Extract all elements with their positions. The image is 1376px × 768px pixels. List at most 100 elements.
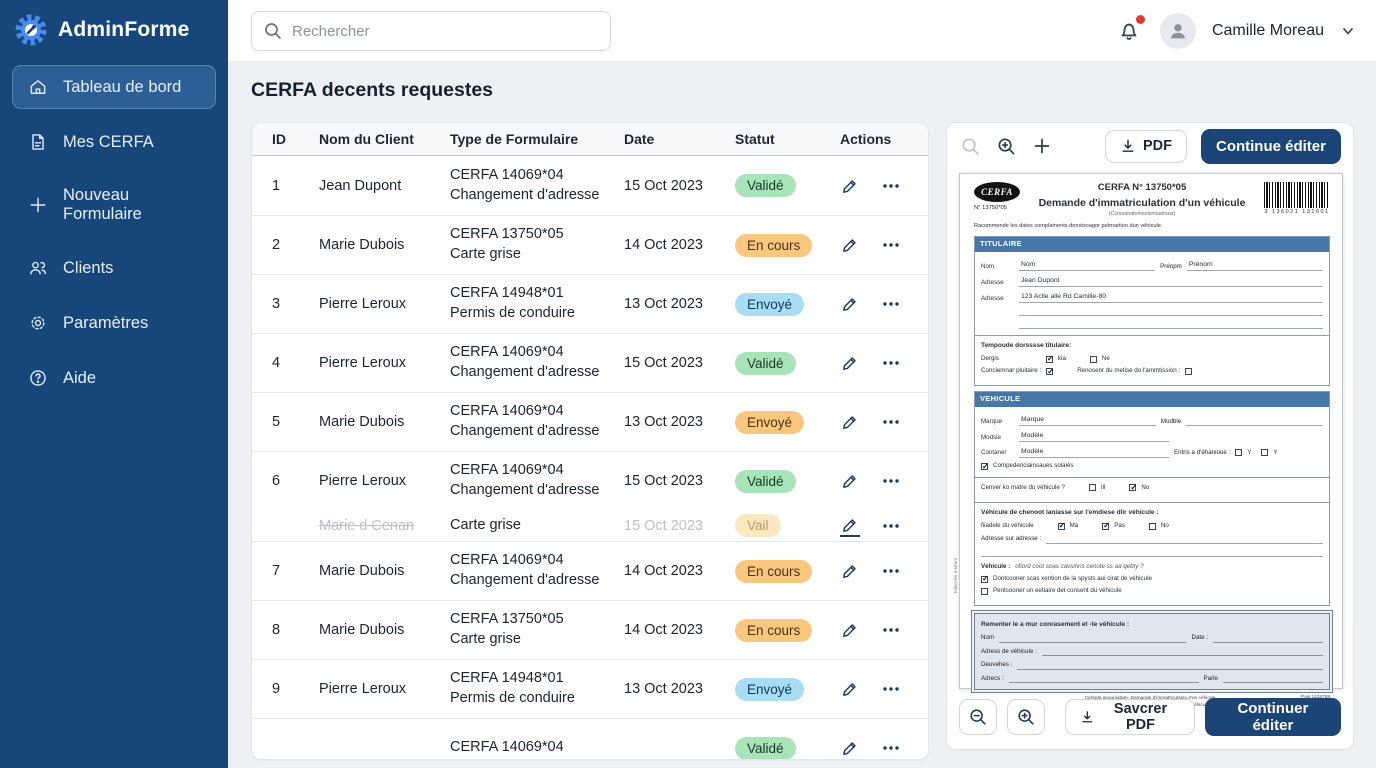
more-icon[interactable]: [880, 235, 902, 255]
zoom-in-icon[interactable]: [995, 135, 1017, 157]
edit-icon[interactable]: [840, 738, 860, 758]
more-icon[interactable]: [880, 620, 902, 640]
checkbox-label: No: [1160, 521, 1169, 529]
section-vehicule-header: VEHICULE: [975, 391, 1329, 407]
empty-field: [1046, 536, 1323, 544]
zoom-out-icon[interactable]: [959, 135, 981, 157]
app-name: AdminForme: [58, 18, 190, 41]
sidebar-item-label: Paramètres: [63, 313, 149, 332]
sidebar-item-nouveau-formulaire[interactable]: Nouveau Formulaire: [12, 175, 216, 235]
status-badge: En cours: [735, 618, 813, 642]
sidebar-item-clients[interactable]: Clients: [12, 246, 216, 290]
app-logo: AdminForme: [0, 0, 228, 65]
edit-icon[interactable]: [840, 471, 860, 491]
row-actions: [840, 620, 908, 640]
row-id: 1: [272, 177, 281, 194]
more-icon[interactable]: [880, 679, 902, 699]
plus-icon[interactable]: [1031, 135, 1053, 157]
row-id: 9: [272, 681, 281, 697]
checkbox: [981, 462, 989, 472]
edit-icon[interactable]: [840, 235, 860, 255]
edit-icon[interactable]: [840, 353, 860, 373]
pdf-button-label: PDF: [1142, 138, 1172, 154]
vehicule-bold: Véhicule :: [981, 562, 1011, 570]
barcode-block: 3 136021 131601: [1264, 182, 1330, 216]
more-icon[interactable]: [880, 561, 902, 581]
help-icon: [27, 367, 49, 389]
zoom-out-button[interactable]: [959, 699, 997, 735]
field-label: Contaner: [981, 448, 1007, 456]
rementer-title: Rementer le a mur conrasement et -te véh…: [981, 620, 1130, 628]
table-row: Marie d Cenan Carte grise 15 Oct 2023 Va…: [252, 510, 928, 541]
row-status: En cours: [735, 618, 840, 642]
edit-icon[interactable]: [840, 679, 860, 699]
sidebar-item-aide[interactable]: Aide: [12, 356, 216, 400]
status-badge: Envoyé: [735, 410, 805, 434]
status-badge: Validé: [735, 174, 796, 197]
zoom-in-icon: [1018, 709, 1034, 725]
continue-edit-button-top[interactable]: Continue éditer: [1200, 128, 1341, 164]
notifications-button[interactable]: [1116, 15, 1145, 45]
question-label: Cenver ko matre du véhicule ?: [981, 483, 1065, 491]
row-client: Pierre Leroux: [319, 355, 407, 371]
pdf-download-button[interactable]: PDF: [1104, 129, 1187, 163]
field-label: Nom: [981, 262, 995, 270]
edit-icon[interactable]: [840, 561, 860, 581]
edit-icon[interactable]: [840, 294, 860, 314]
field-label: Modsie: [981, 433, 1001, 441]
field-label: Adrecs :: [981, 674, 1004, 682]
row-client: Marie Dubois: [319, 563, 405, 579]
search-input[interactable]: [251, 11, 611, 51]
edit-icon[interactable]: [840, 176, 860, 196]
checkbox-label: Ill: [1100, 483, 1106, 491]
row-date: 14 Oct 2023: [624, 237, 703, 253]
col-actions: Actions: [840, 131, 892, 147]
more-icon[interactable]: [880, 471, 902, 491]
field-value: Modèle: [1019, 447, 1169, 459]
more-icon[interactable]: [880, 516, 902, 536]
zoom-in-button[interactable]: [1006, 699, 1045, 735]
chevron-down-icon[interactable]: [1340, 23, 1356, 39]
row-form-type: Changement d'adresse: [450, 364, 600, 380]
row-date: 14 Oct 2023: [624, 622, 703, 638]
empty-field: [999, 635, 1187, 643]
sidebar: AdminForme Tableau de bord Mes CERFA Nou…: [0, 0, 228, 768]
zoom-out-icon: [970, 709, 986, 725]
edit-icon[interactable]: [840, 620, 860, 640]
row-form-type: Changement d'adresse: [450, 572, 600, 588]
col-client: Nom du Client: [319, 131, 414, 147]
continue-edit-button-bottom[interactable]: Continuer éditer: [1204, 698, 1341, 736]
save-pdf-button[interactable]: Savcrer PDF: [1064, 699, 1195, 735]
checkbox: [1148, 522, 1156, 530]
status-badge: Envoyé: [735, 292, 805, 316]
row-status: Envoyé: [735, 410, 840, 434]
checkbox: [1261, 449, 1269, 457]
gear-logo-icon: [15, 14, 47, 46]
field-label: fiiadele du véhicule: [981, 521, 1034, 529]
table-body: 1 Jean Dupont CERFA 14069*04 Changement …: [252, 156, 928, 759]
sidebar-item-parametres[interactable]: Paramètres: [12, 301, 216, 345]
sidebar-item-label: Aide: [63, 368, 97, 387]
more-icon[interactable]: [880, 294, 902, 314]
sidebar-item-dashboard[interactable]: Tableau de bord: [12, 65, 216, 109]
sidebar-item-mes-cerfa[interactable]: Mes CERFA: [12, 120, 216, 164]
more-icon[interactable]: [880, 412, 902, 432]
edit-icon[interactable]: [840, 412, 860, 432]
continue-button-label: Continue éditer: [1215, 137, 1326, 155]
row-form: CERFA 14069*04 Changement d'adresse: [450, 461, 624, 500]
row-form-code: CERFA 14069*04: [450, 739, 564, 756]
more-icon[interactable]: [880, 353, 902, 373]
edit-icon[interactable]: [840, 515, 860, 537]
empty-field: [1017, 662, 1323, 670]
checkbox: [981, 588, 988, 596]
row-date: 13 Oct 2023: [624, 296, 703, 312]
more-icon[interactable]: [880, 738, 902, 758]
search-box: [251, 11, 611, 51]
more-icon[interactable]: [880, 176, 902, 196]
avatar[interactable]: [1159, 13, 1196, 49]
empty-field: [1019, 308, 1323, 317]
status-badge: En cours: [735, 233, 813, 257]
col-type: Type de Formulaire: [450, 131, 579, 147]
user-name[interactable]: Camille Moreau: [1211, 22, 1324, 39]
row-form-code: CERFA 13750*05: [450, 226, 564, 243]
